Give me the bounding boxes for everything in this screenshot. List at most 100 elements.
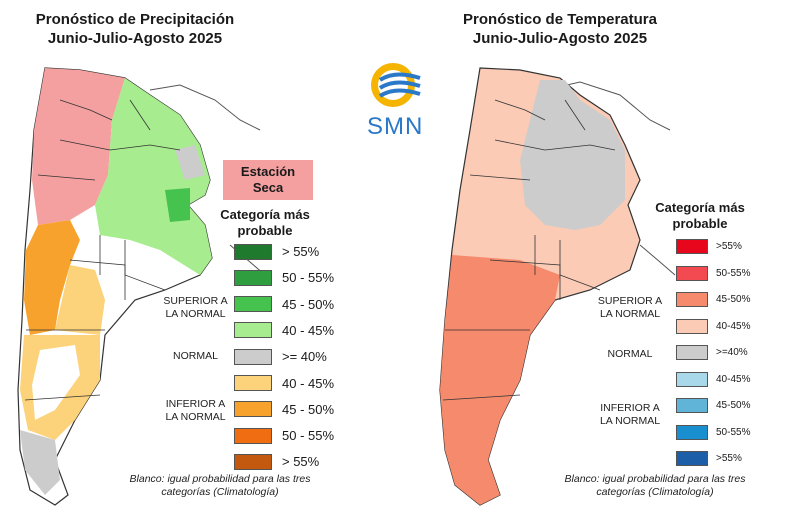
precip-inferior-l1: INFERIOR A [165,398,226,410]
temp-legend-swatch [676,451,708,466]
precip-legend-swatch [234,243,272,260]
province-lines-temp [442,99,616,401]
temp-legend-item: >55% [676,450,742,467]
temp-legend-label: 45-50% [716,294,751,305]
temp-legend-item: >=40% [676,344,748,361]
precip-legend-label: >= 40% [282,349,327,365]
temp-legend-item: 45-50% [676,291,750,308]
precip-legend-item: > 55% [234,453,319,470]
precip-note: Blanco: igual probabilidad para las tres… [100,473,340,499]
precip-map [17,67,266,506]
temp-legend-item: 45-50% [676,397,750,414]
precip-legend-label: > 55% [282,244,320,259]
precip-inferior-label: INFERIOR A LA NORMAL [158,398,233,424]
province-lines-precip [24,99,181,401]
temp-legend-swatch [676,239,708,254]
above-normal-40-45 [95,78,212,275]
precip-legend-item: 50 - 55% [234,269,334,286]
precip-legend-swatch [234,401,272,418]
precip-title-line2: Junio-Julio-Agosto 2025 [47,30,223,47]
temp-map [439,67,676,506]
temp-legend-label: >55% [716,453,742,464]
temp-legend-swatch [676,371,708,387]
temp-superior-label: SUPERIOR A LA NORMAL [590,295,670,321]
precip-legend-swatch [234,269,272,286]
precip-legend-item: 45 - 50% [234,296,334,313]
precip-superior-label: SUPERIOR A LA NORMAL [158,295,233,321]
temp-inferior-label: INFERIOR A LA NORMAL [590,402,670,428]
temp-note: Blanco: igual probabilidad para las tres… [540,473,770,499]
precip-legend-swatch [234,375,272,391]
precip-legend-label: 40 - 45% [282,322,335,338]
badge-line2: Seca [252,180,284,195]
temp-legend-item: >55% [676,238,742,255]
precip-legend-title-l1: Categoría más [220,207,310,222]
temp-legend-swatch [676,265,708,281]
precip-note-l2: categorías (Climatología) [161,486,279,498]
normal-region-temp [520,80,625,230]
precip-normal-label: NORMAL [173,350,218,362]
precip-legend-item: 40 - 45% [234,375,334,392]
smn-logo-text: SMN [367,113,424,140]
temp-legend-label: 50-55% [716,267,751,279]
temp-legend-swatch [676,398,708,413]
precip-legend-label: 50 - 55% [282,270,335,286]
precip-legend-swatch [234,296,272,313]
above-normal-45-50-temp [440,255,560,505]
temp-legend-item: 40-45% [676,371,750,388]
precip-legend-label: 45 - 50% [282,401,335,417]
precip-superior-l1: SUPERIOR A [163,295,228,307]
precip-legend-title: Categoría más probable [210,207,320,239]
temp-legend-label: >55% [716,241,742,252]
temp-legend-label: 40-45% [716,373,751,385]
temp-note-l1: Blanco: igual probabilidad para las tres [564,473,746,485]
precip-legend-label: > 55% [282,454,320,470]
temp-legend-label: 40-45% [716,320,751,332]
temp-legend-label: 45-50% [716,400,751,411]
temp-superior-l1: SUPERIOR A [597,295,663,307]
temp-legend-label: 50-55% [716,426,751,438]
coastline-uruguay-temp [639,244,676,276]
smn-logo [371,63,421,107]
temp-legend-item: 50-55% [676,265,750,282]
temp-normal-label: NORMAL [607,348,653,360]
temp-note-l2: categorías (Climatología) [596,486,714,498]
temp-legend-swatch [676,318,708,334]
precip-legend-swatch [234,453,272,470]
badge-line1: Estación [240,164,296,179]
temp-legend-title: Categoría más probable [645,200,755,232]
precip-legend-item: 40 - 45% [234,322,334,339]
normal-area-ne [175,145,205,180]
precip-title-line1: Pronóstico de Precipitación [35,11,235,28]
precip-legend-label: 50 - 55% [282,428,335,444]
precip-legend-item: 50 - 55% [234,427,334,444]
temp-inferior-l2: LA NORMAL [599,415,661,427]
temp-legend-swatch [676,345,708,360]
dry-season-badge: Estación Seca [223,160,313,200]
temp-inferior-l1: INFERIOR A [600,402,660,414]
precip-legend-swatch [234,322,272,339]
normal-area-south [20,430,60,495]
temp-legend-title-l2: probable [672,216,728,231]
below-normal-40-45-a [55,265,105,335]
precip-legend-item: 45 - 50% [234,401,334,418]
temp-legend-swatch [676,292,708,307]
precip-legend-swatch [234,348,272,365]
temp-title-line2: Junio-Julio-Agosto 2025 [472,30,648,47]
temp-legend-label: >=40% [716,347,748,358]
precip-legend-swatch [234,427,272,444]
climatology-white-area [32,345,80,420]
above-normal-45-50 [165,188,190,222]
precip-inferior-l2: LA NORMAL [165,411,226,423]
temp-legend-item: 50-55% [676,424,750,441]
precip-legend-title-l2: probable [237,223,293,238]
dry-season-region [32,68,125,225]
precip-map-title: Pronóstico de Precipitación Junio-Julio-… [0,10,270,48]
precip-legend-label: 45 - 50% [282,296,335,312]
temp-legend-swatch [676,424,708,440]
precip-legend-label: 40 - 45% [282,375,335,391]
below-normal-45-50 [24,220,80,335]
precip-legend-item: > 55% [234,243,319,260]
temp-legend-item: 40-45% [676,318,750,335]
